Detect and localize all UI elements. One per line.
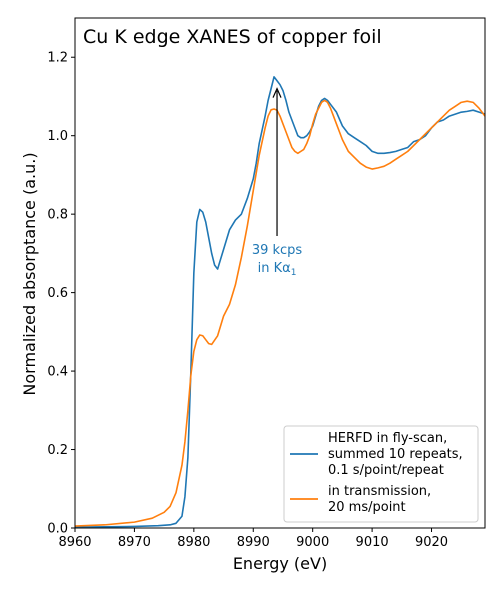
x-tick-label: 8990 — [237, 535, 270, 550]
legend-label-line: 20 ms/point — [328, 500, 406, 515]
y-tick-label: 0.2 — [47, 443, 68, 458]
legend: HERFD in fly-scan, summed 10 repeats, 0.1 … — [283, 425, 479, 523]
annotation-line-2: in Kα1 — [258, 261, 297, 278]
x-ticks: 8960 8970 8980 8990 9000 9010 9020 — [58, 528, 448, 550]
annotation-line-1: 39 kcps — [252, 243, 303, 258]
y-tick-label: 1.0 — [47, 129, 68, 144]
y-tick-label: 0.8 — [47, 208, 68, 223]
y-tick-label: 0.4 — [47, 365, 68, 380]
series-lines — [75, 76, 485, 528]
legend-box — [283, 425, 479, 523]
annotation-line-2-main: in Kα — [258, 261, 291, 276]
y-ticks: 0.0 0.2 0.4 0.6 0.8 1.0 1.2 — [47, 51, 75, 537]
legend-label-2: in transmission, 20 ms/point — [328, 484, 431, 515]
legend-label-1: HERFD in fly-scan, summed 10 repeats, 0.1 … — [328, 431, 463, 478]
legend-label-line: in transmission, — [328, 484, 431, 499]
legend-label-line: HERFD in fly-scan, — [328, 431, 447, 446]
x-tick-label: 8960 — [58, 535, 91, 550]
y-axis-label: Normalized absorptance (a.u.) — [20, 152, 39, 395]
peak-annotation: 39 kcps in Kα1 — [252, 87, 303, 278]
x-tick-label: 9010 — [356, 535, 389, 550]
y-tick-label: 0.6 — [47, 286, 68, 301]
x-axis-label: Energy (eV) — [233, 554, 327, 573]
x-tick-label: 8970 — [118, 535, 151, 550]
x-tick-label: 9000 — [296, 535, 329, 550]
plot-area — [74, 17, 486, 529]
x-tick-label: 9020 — [415, 535, 448, 550]
legend-label-line: 0.1 s/point/repeat — [328, 463, 444, 478]
y-tick-label: 1.2 — [47, 51, 68, 66]
legend-label-line: summed 10 repeats, — [328, 447, 463, 462]
axes-frame — [74, 17, 486, 529]
y-tick-label: 0.0 — [47, 522, 68, 537]
annotation-subscript: 1 — [291, 268, 297, 278]
series-line-1 — [75, 76, 485, 528]
chart-title: Cu K edge XANES of copper foil — [83, 26, 382, 48]
annotation-arrowhead — [272, 87, 282, 98]
series-line-2 — [75, 99, 485, 527]
x-tick-label: 8980 — [177, 535, 210, 550]
